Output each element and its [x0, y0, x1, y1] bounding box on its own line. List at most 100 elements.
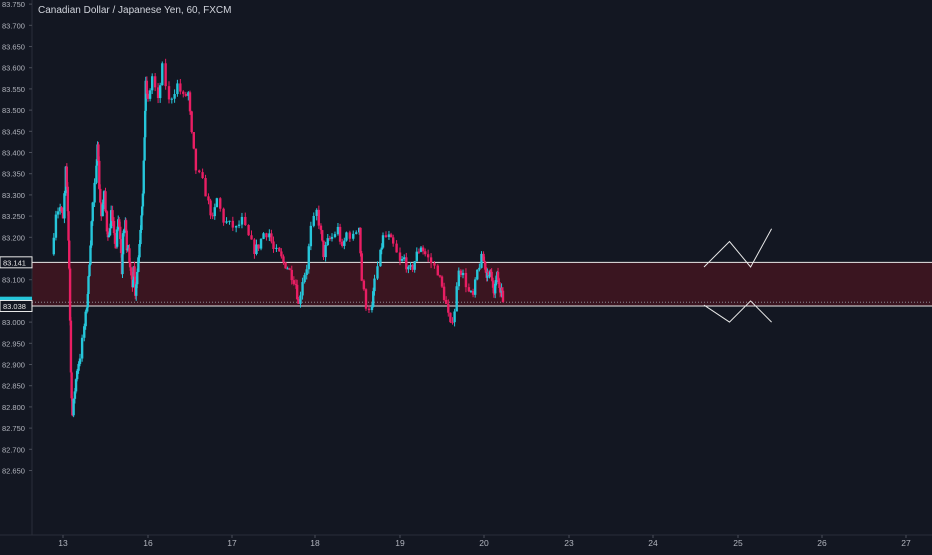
candle-body [146, 93, 150, 99]
candle-body [440, 276, 444, 287]
y-tick-label: 83.250 [2, 212, 25, 221]
candle-body [66, 186, 70, 212]
candle-body [54, 214, 58, 238]
candle-body [309, 225, 313, 247]
x-tick-label: 17 [227, 538, 237, 548]
candle-body [207, 196, 210, 201]
candle-body [250, 235, 253, 240]
x-axis-panel [0, 535, 932, 550]
candle-body [173, 94, 176, 99]
candle-body [164, 63, 167, 87]
candle-body [341, 241, 344, 246]
x-axis-ticks: 13 16 17 18 19 20 23 24 25 26 27 [58, 535, 911, 548]
candle-body [88, 264, 91, 277]
candle-body [113, 233, 117, 244]
candle-body [69, 320, 73, 373]
candle-body [487, 272, 491, 276]
candle-body [74, 379, 78, 392]
candle-body [345, 232, 348, 241]
candle-body [461, 272, 465, 276]
candle-body [268, 233, 271, 238]
candle-body [126, 248, 129, 251]
candle-body [447, 303, 450, 313]
candle-body [119, 239, 123, 254]
candle-body [275, 247, 278, 249]
candle-body [253, 239, 256, 254]
candle-body [317, 209, 321, 226]
x-tick-label: 26 [817, 538, 827, 548]
candle-body [457, 270, 460, 287]
candle-body [244, 216, 247, 226]
candle-body [137, 257, 140, 272]
candle-body [156, 87, 160, 99]
candle-body [144, 80, 147, 111]
candle-body [95, 159, 99, 166]
candle-body [75, 370, 79, 380]
support-zone [32, 262, 932, 306]
y-axis-ticks: 82.650 82.700 82.750 82.800 82.850 82.900 82.9… [2, 0, 32, 476]
candle-body [321, 230, 324, 241]
candle-body [489, 270, 492, 276]
candle-body [219, 198, 222, 209]
candle-body [201, 172, 204, 179]
candle-body [68, 268, 72, 321]
candle-body [84, 311, 87, 327]
candle-body [247, 225, 250, 236]
y-tick-label: 83.350 [2, 170, 25, 179]
candle-body [153, 76, 157, 88]
candle-body [135, 284, 138, 296]
x-tick-label: 19 [395, 538, 405, 548]
candle-body [312, 215, 315, 226]
candle-body [387, 234, 391, 237]
candle-body [491, 277, 494, 281]
candle-body [184, 93, 187, 96]
candle-body [400, 258, 404, 261]
candle-body [98, 160, 101, 189]
y-tick-label: 82.900 [2, 361, 25, 370]
candle-body [204, 178, 207, 197]
candle-body [106, 231, 110, 238]
candle-body [442, 286, 446, 301]
candle-body [352, 233, 355, 239]
candle-body [494, 282, 498, 284]
x-tick-label: 23 [564, 538, 574, 548]
candle-body [493, 293, 496, 295]
candle-body [240, 216, 244, 225]
candle-body [130, 267, 133, 276]
candle-body [121, 233, 125, 255]
y-tick-label: 83.000 [2, 318, 25, 327]
candle-body [136, 271, 139, 285]
candle-body [328, 238, 332, 240]
candle-body [488, 275, 491, 277]
candle-body [194, 148, 198, 171]
candle-body [469, 290, 473, 292]
y-tick-label: 83.400 [2, 149, 25, 158]
price-label-text: 83.038 [3, 302, 26, 311]
candle-body [91, 202, 94, 222]
candle-body [111, 210, 114, 222]
candle-body [77, 363, 80, 371]
candle-body [389, 234, 393, 238]
candle-body [451, 322, 454, 324]
candle-body [484, 262, 487, 270]
candle-body [445, 300, 448, 304]
x-tick-label: 20 [479, 538, 489, 548]
candle-body [133, 266, 136, 277]
candle-body [319, 225, 323, 231]
x-tick-label: 18 [310, 538, 320, 548]
candle-body [118, 219, 121, 227]
candle-body [228, 220, 231, 222]
candle-body [198, 170, 201, 173]
candle-body [322, 240, 325, 258]
candle-body [151, 76, 154, 91]
candle-body [63, 193, 66, 219]
x-tick-label: 27 [901, 538, 911, 548]
candle-body [167, 86, 171, 100]
candle-body [255, 244, 258, 254]
candle-body [102, 191, 106, 205]
candle-body [85, 307, 89, 312]
chart-title: Canadian Dollar / Japanese Yen, 60, FXCM [38, 5, 232, 16]
candle-body [87, 276, 90, 295]
candle-body [124, 220, 128, 231]
candle-body [215, 198, 219, 208]
